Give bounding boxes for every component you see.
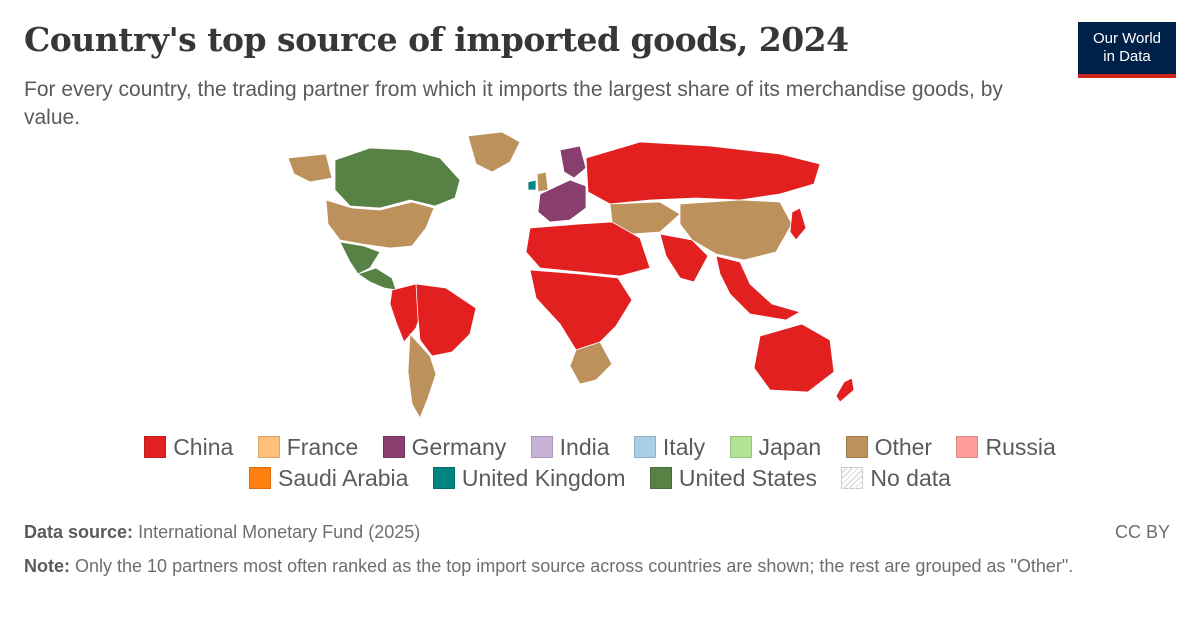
data-source-link[interactable]: International Monetary Fund (2025) [138,522,421,542]
legend-swatch [729,436,752,458]
map-region-south-asia[interactable] [659,233,709,283]
legend-label: Japan [758,434,822,460]
map-region-southern-africa[interactable] [569,341,613,385]
legend-swatch [649,467,672,489]
legend-item-france[interactable]: France [257,434,359,461]
legend-label: No data [870,465,951,491]
map-region-africa[interactable] [529,269,633,351]
legend-item-india[interactable]: India [530,434,610,461]
legend-label: Russia [985,434,1056,460]
legend-item-united-kingdom[interactable]: United Kingdom [432,465,626,492]
legend-label: United Kingdom [461,465,626,491]
legend-swatch [432,467,455,489]
legend-row-1: China France Germany India Italy Japan O… [0,434,1200,461]
legend-label: Other [874,434,933,460]
note: Note: Only the 10 partners most often ra… [24,554,1174,578]
legend-item-germany[interactable]: Germany [382,434,507,461]
logo-line-1: Our World [1092,30,1162,47]
legend-swatch [633,436,656,458]
data-source: Data source: International Monetary Fund… [24,522,420,543]
map-region-russia[interactable] [585,141,821,205]
legend-item-united-states[interactable]: United States [649,465,817,492]
map-region-china[interactable] [679,199,793,261]
legend-row-2: Saudi Arabia United Kingdom United State… [0,465,1200,492]
legend-item-no-data[interactable]: No data [841,465,951,492]
legend-swatch [144,436,167,458]
chart-title: Country's top source of imported goods, … [24,20,849,59]
legend-item-china[interactable]: China [144,434,233,461]
legend-swatch [249,467,272,489]
legend-item-japan[interactable]: Japan [729,434,822,461]
owid-logo[interactable]: Our World in Data [1078,22,1176,78]
legend-swatch [956,436,979,458]
map-region-uk[interactable] [536,171,549,193]
legend-item-saudi-arabia[interactable]: Saudi Arabia [249,465,408,492]
map-region-southern-cone[interactable] [407,333,437,419]
legend-item-italy[interactable]: Italy [633,434,706,461]
legend-label: Saudi Arabia [278,465,409,491]
legend-item-russia[interactable]: Russia [956,434,1056,461]
legend-swatch [530,436,553,458]
map-region-ireland[interactable] [527,179,537,191]
legend-swatch [382,436,405,458]
license-link[interactable]: CC BY [1114,522,1170,542]
legend-label: United States [678,465,817,491]
legend-label: France [286,434,359,460]
world-map[interactable] [240,128,860,428]
legend-label: Italy [662,434,706,460]
legend-item-other[interactable]: Other [845,434,933,461]
chart-subtitle: For every country, the trading partner f… [24,78,1003,129]
map-region-greenland[interactable] [467,131,521,173]
map-region-new-zealand[interactable] [835,377,855,403]
legend-label: Germany [411,434,507,460]
note-label: Note: [24,556,70,576]
data-source-label: Data source: [24,522,134,542]
logo-line-2: in Data [1103,48,1151,65]
map-region-central-europe[interactable] [537,179,587,223]
map-region-australia[interactable] [753,323,835,393]
legend-swatch [257,436,280,458]
legend-label: China [173,434,234,460]
map-region-north-africa-middle-east[interactable] [525,221,651,277]
map-region-central-europe[interactable] [559,145,587,179]
map-region-southeast-asia[interactable] [789,207,807,241]
map-region-usa[interactable] [325,199,435,249]
legend-swatch [845,436,868,458]
legend-swatch [841,467,864,489]
legend-label: India [559,434,610,460]
map-region-mexico[interactable] [339,241,381,275]
map-region-southeast-asia[interactable] [715,255,801,321]
map-region-brazil[interactable] [415,283,477,357]
map-region-usa[interactable] [287,153,333,183]
map-region-canada[interactable] [334,147,461,209]
note-text: Only the 10 partners most often ranked a… [75,556,1074,576]
